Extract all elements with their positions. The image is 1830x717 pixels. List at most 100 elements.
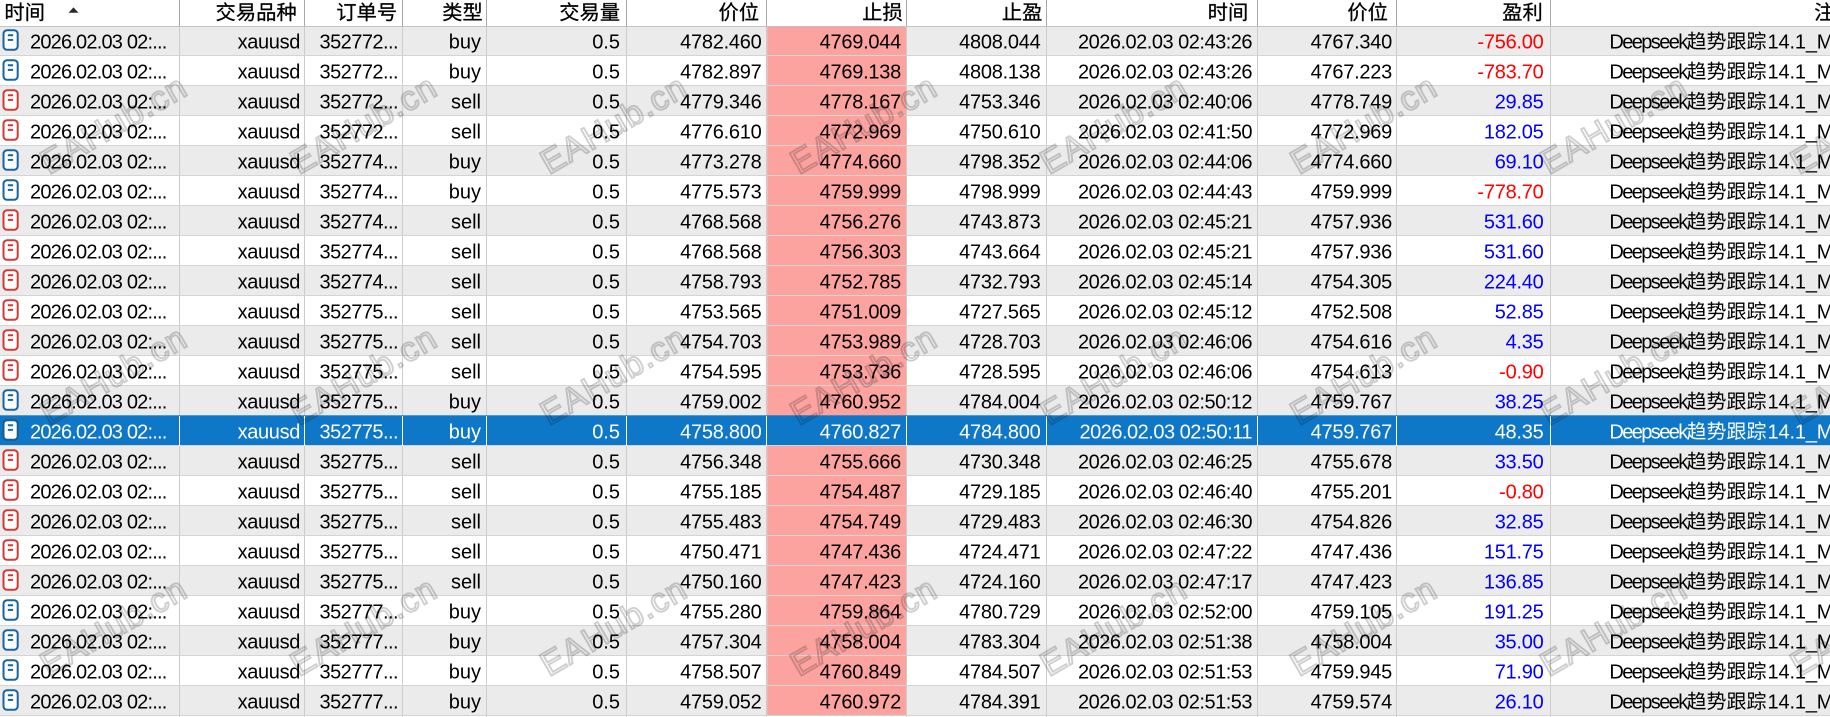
- svg-text:352775...: 352775...: [320, 571, 398, 593]
- svg-text:2026.02.03 02:...: 2026.02.03 02:...: [30, 361, 167, 383]
- svg-text:xauusd: xauusd: [238, 31, 300, 53]
- svg-text:531.60: 531.60: [1484, 241, 1544, 263]
- svg-text:4757.304: 4757.304: [680, 631, 762, 653]
- svg-text:2026.02.03 02:...: 2026.02.03 02:...: [30, 241, 167, 263]
- svg-text:2026.02.03 02:44:43: 2026.02.03 02:44:43: [1078, 181, 1252, 203]
- svg-text:Deepseek: Deepseek: [1609, 301, 1689, 323]
- svg-text:4755.280: 4755.280: [680, 601, 762, 623]
- svg-text:2026.02.03 02:...: 2026.02.03 02:...: [30, 661, 167, 683]
- svg-text:Deepseek: Deepseek: [1609, 631, 1689, 653]
- svg-text:4756.276: 4756.276: [820, 211, 902, 233]
- svg-text:4753.989: 4753.989: [820, 331, 902, 353]
- svg-text:33.50: 33.50: [1495, 451, 1544, 473]
- svg-text:4728.703: 4728.703: [959, 331, 1041, 353]
- svg-text:4758.004: 4758.004: [820, 631, 902, 653]
- svg-text:4759.574: 4759.574: [1311, 691, 1393, 713]
- svg-text:xauusd: xauusd: [238, 661, 300, 683]
- svg-text:352777...: 352777...: [320, 691, 398, 713]
- svg-text:4758.800: 4758.800: [680, 421, 762, 443]
- svg-text:352774...: 352774...: [320, 271, 398, 293]
- svg-text:2026.02.03 02:...: 2026.02.03 02:...: [30, 601, 167, 623]
- svg-text:0.5: 0.5: [592, 451, 620, 473]
- svg-text:-778.70: -778.70: [1477, 181, 1543, 203]
- svg-text:182.05: 182.05: [1484, 121, 1544, 143]
- svg-text:4768.568: 4768.568: [680, 211, 762, 233]
- svg-text:4782.460: 4782.460: [680, 31, 762, 53]
- svg-text:4732.793: 4732.793: [959, 271, 1041, 293]
- svg-text:352775...: 352775...: [320, 541, 398, 563]
- svg-text:-0.80: -0.80: [1499, 481, 1543, 503]
- svg-text:Deepseek: Deepseek: [1609, 271, 1689, 293]
- svg-text:4759.864: 4759.864: [820, 601, 902, 623]
- svg-text:0.5: 0.5: [592, 331, 620, 353]
- svg-text:2026.02.03 02:...: 2026.02.03 02:...: [30, 91, 167, 113]
- svg-text:136.85: 136.85: [1484, 571, 1544, 593]
- svg-text:2026.02.03 02:...: 2026.02.03 02:...: [30, 571, 167, 593]
- svg-text:4757.936: 4757.936: [1311, 241, 1393, 263]
- svg-text:4759.767: 4759.767: [1311, 421, 1393, 443]
- svg-text:sell: sell: [451, 451, 481, 473]
- svg-text:xauusd: xauusd: [238, 271, 300, 293]
- svg-text:2026.02.03 02:43:26: 2026.02.03 02:43:26: [1078, 31, 1252, 53]
- svg-text:4754.595: 4754.595: [680, 361, 762, 383]
- svg-text:4729.483: 4729.483: [959, 511, 1041, 533]
- svg-text:sell: sell: [451, 541, 481, 563]
- svg-text:4754.305: 4754.305: [1311, 271, 1393, 293]
- svg-text:4754.487: 4754.487: [820, 481, 902, 503]
- svg-text:14.1_Ma: 14.1_Ma: [1768, 121, 1830, 143]
- svg-text:14.1_Ma: 14.1_Ma: [1768, 571, 1830, 593]
- svg-text:xauusd: xauusd: [238, 631, 300, 653]
- svg-text:Deepseek: Deepseek: [1609, 691, 1689, 713]
- svg-text:sell: sell: [451, 571, 481, 593]
- svg-text:2026.02.03 02:51:38: 2026.02.03 02:51:38: [1078, 631, 1252, 653]
- svg-text:14.1_Ma: 14.1_Ma: [1768, 181, 1830, 203]
- svg-text:352774...: 352774...: [320, 211, 398, 233]
- svg-text:352777...: 352777...: [320, 661, 398, 683]
- svg-text:352775...: 352775...: [320, 421, 398, 443]
- svg-text:Deepseek: Deepseek: [1609, 91, 1689, 113]
- svg-text:151.75: 151.75: [1484, 541, 1544, 563]
- svg-text:Deepseek: Deepseek: [1609, 61, 1689, 83]
- svg-text:2026.02.03 02:46:06: 2026.02.03 02:46:06: [1078, 361, 1252, 383]
- svg-text:4759.999: 4759.999: [820, 181, 902, 203]
- svg-text:buy: buy: [449, 691, 481, 713]
- svg-text:sell: sell: [451, 361, 481, 383]
- svg-text:0.5: 0.5: [592, 511, 620, 533]
- svg-text:14.1_Ma: 14.1_Ma: [1768, 421, 1830, 443]
- svg-text:4747.436: 4747.436: [820, 541, 902, 563]
- svg-text:2026.02.03 02:52:00: 2026.02.03 02:52:00: [1078, 601, 1252, 623]
- svg-text:Deepseek: Deepseek: [1609, 121, 1689, 143]
- svg-text:4759.945: 4759.945: [1311, 661, 1393, 683]
- svg-text:Deepseek: Deepseek: [1609, 331, 1689, 353]
- svg-text:71.90: 71.90: [1495, 661, 1544, 683]
- svg-text:xauusd: xauusd: [238, 511, 300, 533]
- svg-text:4760.849: 4760.849: [820, 661, 902, 683]
- svg-text:14.1_Ma: 14.1_Ma: [1768, 391, 1830, 413]
- svg-text:14.1_Ma: 14.1_Ma: [1768, 451, 1830, 473]
- svg-text:xauusd: xauusd: [238, 571, 300, 593]
- svg-text:xauusd: xauusd: [238, 421, 300, 443]
- svg-text:4772.969: 4772.969: [820, 121, 902, 143]
- svg-text:2026.02.03 02:45:14: 2026.02.03 02:45:14: [1078, 271, 1252, 293]
- svg-text:Deepseek: Deepseek: [1609, 421, 1689, 443]
- svg-text:buy: buy: [449, 631, 481, 653]
- svg-text:4798.352: 4798.352: [959, 151, 1041, 173]
- svg-text:2026.02.03 02:...: 2026.02.03 02:...: [30, 211, 167, 233]
- svg-text:224.40: 224.40: [1484, 271, 1544, 293]
- svg-text:2026.02.03 02:46:30: 2026.02.03 02:46:30: [1078, 511, 1252, 533]
- svg-text:4780.729: 4780.729: [959, 601, 1041, 623]
- svg-text:Deepseek: Deepseek: [1609, 481, 1689, 503]
- svg-text:4743.664: 4743.664: [959, 241, 1041, 263]
- svg-text:0.5: 0.5: [592, 211, 620, 233]
- svg-text:sell: sell: [451, 301, 481, 323]
- svg-text:352772...: 352772...: [320, 121, 398, 143]
- svg-text:2026.02.03 02:...: 2026.02.03 02:...: [30, 31, 167, 53]
- svg-text:4753.346: 4753.346: [959, 91, 1041, 113]
- svg-text:sell: sell: [451, 271, 481, 293]
- svg-text:531.60: 531.60: [1484, 211, 1544, 233]
- svg-text:4767.340: 4767.340: [1311, 31, 1393, 53]
- svg-text:Deepseek: Deepseek: [1609, 181, 1689, 203]
- svg-text:4752.785: 4752.785: [820, 271, 902, 293]
- svg-text:2026.02.03 02:45:21: 2026.02.03 02:45:21: [1078, 241, 1252, 263]
- svg-text:xauusd: xauusd: [238, 61, 300, 83]
